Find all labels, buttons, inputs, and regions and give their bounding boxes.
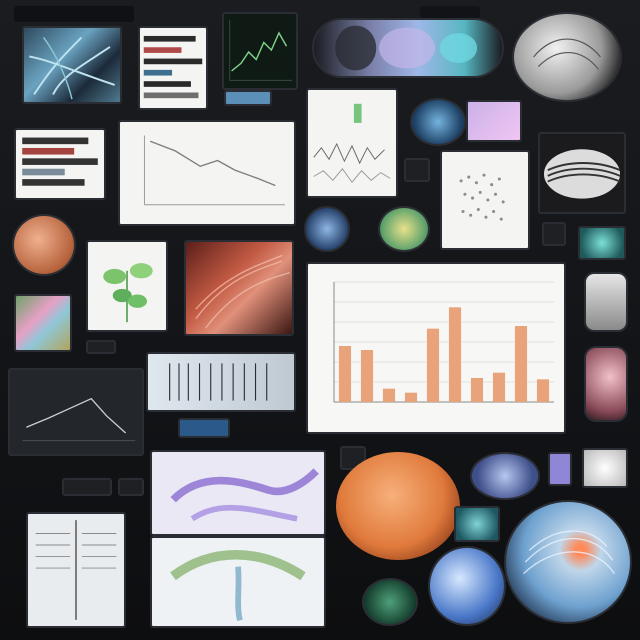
teal-coral-specimen (578, 226, 626, 260)
horizontal-bars-image (143, 35, 203, 99)
top-left-label-strip (14, 6, 134, 22)
purple-neuron-image (170, 468, 319, 522)
blue-lantern-sphere (428, 546, 506, 626)
small-dark-tile-5 (118, 478, 144, 496)
plant-illustration-image (103, 263, 153, 323)
dark-line-chart-panel (222, 12, 298, 90)
tissue-panel-top-left (22, 26, 122, 104)
cylinder-specimen-panel (312, 18, 504, 78)
bar-1 (360, 350, 374, 402)
small-blue-label-tile (178, 418, 230, 438)
purple-neuron-panel (150, 450, 326, 536)
colour-map-tile (14, 294, 72, 352)
dark-line-chart-image (229, 19, 293, 81)
book-pages-image (35, 520, 117, 620)
bar-8 (514, 326, 528, 402)
dot-cluster-panel (440, 150, 530, 250)
book-pages-panel (26, 512, 126, 628)
striped-lens-panel (538, 132, 626, 214)
purple-small-tile (548, 452, 572, 486)
horizontal-bar-panel-top (138, 26, 208, 110)
green-vessel-image (170, 550, 306, 621)
main-bar-chart (333, 281, 554, 403)
white-line-chart-panel (118, 120, 296, 226)
dark-line-chart-lower-image (22, 397, 136, 442)
blue-brain-slice (470, 452, 540, 500)
stacked-bar-panel-left (14, 128, 106, 200)
dark-line-chart-lower (8, 368, 144, 456)
top-right-sphere (512, 12, 622, 102)
main-bar-chart-panel (306, 262, 566, 434)
cylinder-specimen-image (335, 25, 478, 71)
sphere-texture-image (533, 38, 601, 70)
white-line-chart-image (143, 135, 285, 206)
small-dark-tile-3 (86, 340, 116, 354)
fiber-sphere-large (504, 500, 632, 624)
green-yellow-circle (378, 206, 430, 252)
bar-3 (404, 392, 418, 402)
bar-6 (470, 378, 484, 402)
small-blue-screen (224, 90, 272, 106)
small-dark-tile-4 (62, 478, 112, 496)
blue-cell-circle (410, 98, 466, 146)
bar-2 (382, 388, 396, 402)
grey-bone-specimen (584, 272, 628, 332)
muscle-tissue-panel (184, 240, 294, 336)
dot-cluster-image (459, 173, 505, 221)
plant-illustration-panel (86, 240, 168, 332)
bar-9 (536, 379, 550, 402)
waveform-panel (306, 88, 398, 198)
pink-shell-specimen (584, 346, 628, 422)
bar-5 (448, 307, 462, 402)
waveform-image (313, 103, 391, 183)
barcode-lines-image (169, 363, 268, 401)
top-right-caption-strip (420, 6, 480, 18)
orange-organ-image (336, 452, 460, 560)
small-dark-tile-1 (404, 158, 430, 182)
blue-vessel-circle (304, 206, 350, 252)
striped-lens-image (543, 149, 621, 199)
fiber-sphere-texture (523, 530, 616, 575)
small-dark-tile-2 (542, 222, 566, 246)
muscle-fiber-image (195, 254, 290, 329)
orange-tissue-sphere (12, 214, 76, 276)
lavender-specimen-tile (466, 100, 522, 142)
monitor-barcode-panel (146, 352, 296, 412)
bar-4 (426, 328, 440, 402)
teal-coral-lower (454, 506, 500, 542)
bar-0 (338, 346, 352, 402)
green-vessel-panel (150, 536, 326, 628)
bar-7 (492, 372, 506, 402)
stacked-bars-image (22, 137, 98, 186)
green-coral-circle (362, 578, 418, 626)
white-fluffy-tile (582, 448, 628, 488)
branching-vessels-image (29, 36, 115, 100)
